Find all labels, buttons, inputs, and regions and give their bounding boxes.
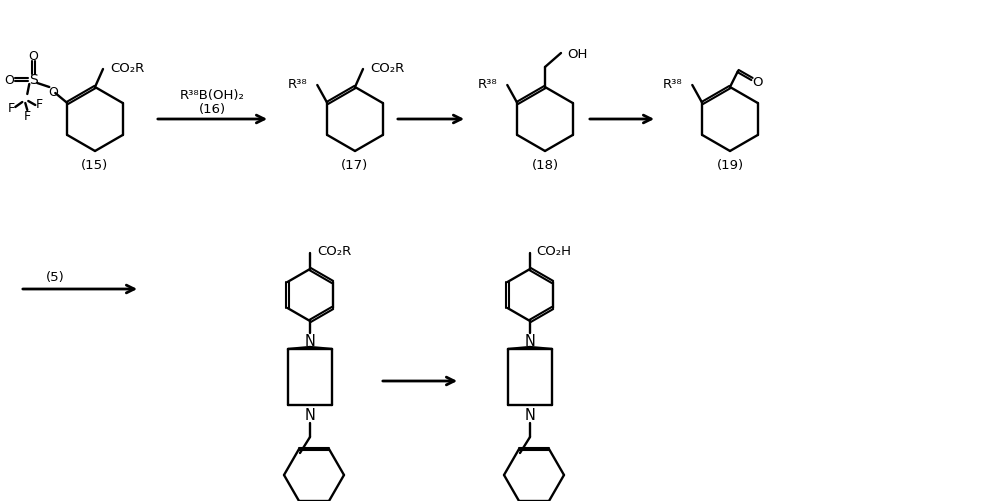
Text: R³⁸: R³⁸ [477, 77, 497, 90]
Text: F: F [8, 101, 15, 114]
Text: (19): (19) [717, 159, 744, 172]
Text: R³⁸: R³⁸ [287, 77, 307, 90]
Text: N: N [304, 334, 315, 349]
Text: O: O [4, 73, 14, 86]
Text: N: N [525, 408, 536, 423]
Text: R³⁸B(OH)₂: R³⁸B(OH)₂ [180, 89, 245, 102]
Text: OH: OH [567, 48, 587, 61]
Text: N: N [525, 334, 536, 349]
Text: F: F [36, 98, 43, 111]
Text: N: N [304, 408, 315, 423]
Text: O: O [48, 85, 58, 98]
Text: (5): (5) [46, 271, 65, 284]
Text: CO₂H: CO₂H [537, 245, 572, 258]
Text: S: S [29, 73, 38, 87]
Text: CO₂R: CO₂R [370, 62, 404, 74]
Text: (16): (16) [199, 103, 226, 116]
Text: (15): (15) [82, 159, 109, 172]
Text: O: O [752, 76, 763, 89]
Text: O: O [28, 50, 38, 63]
Text: CO₂R: CO₂R [110, 62, 144, 74]
Text: (17): (17) [341, 159, 368, 172]
Text: (18): (18) [532, 159, 559, 172]
Text: F: F [24, 109, 31, 122]
Text: CO₂R: CO₂R [317, 245, 351, 258]
Text: R³⁸: R³⁸ [663, 77, 683, 90]
